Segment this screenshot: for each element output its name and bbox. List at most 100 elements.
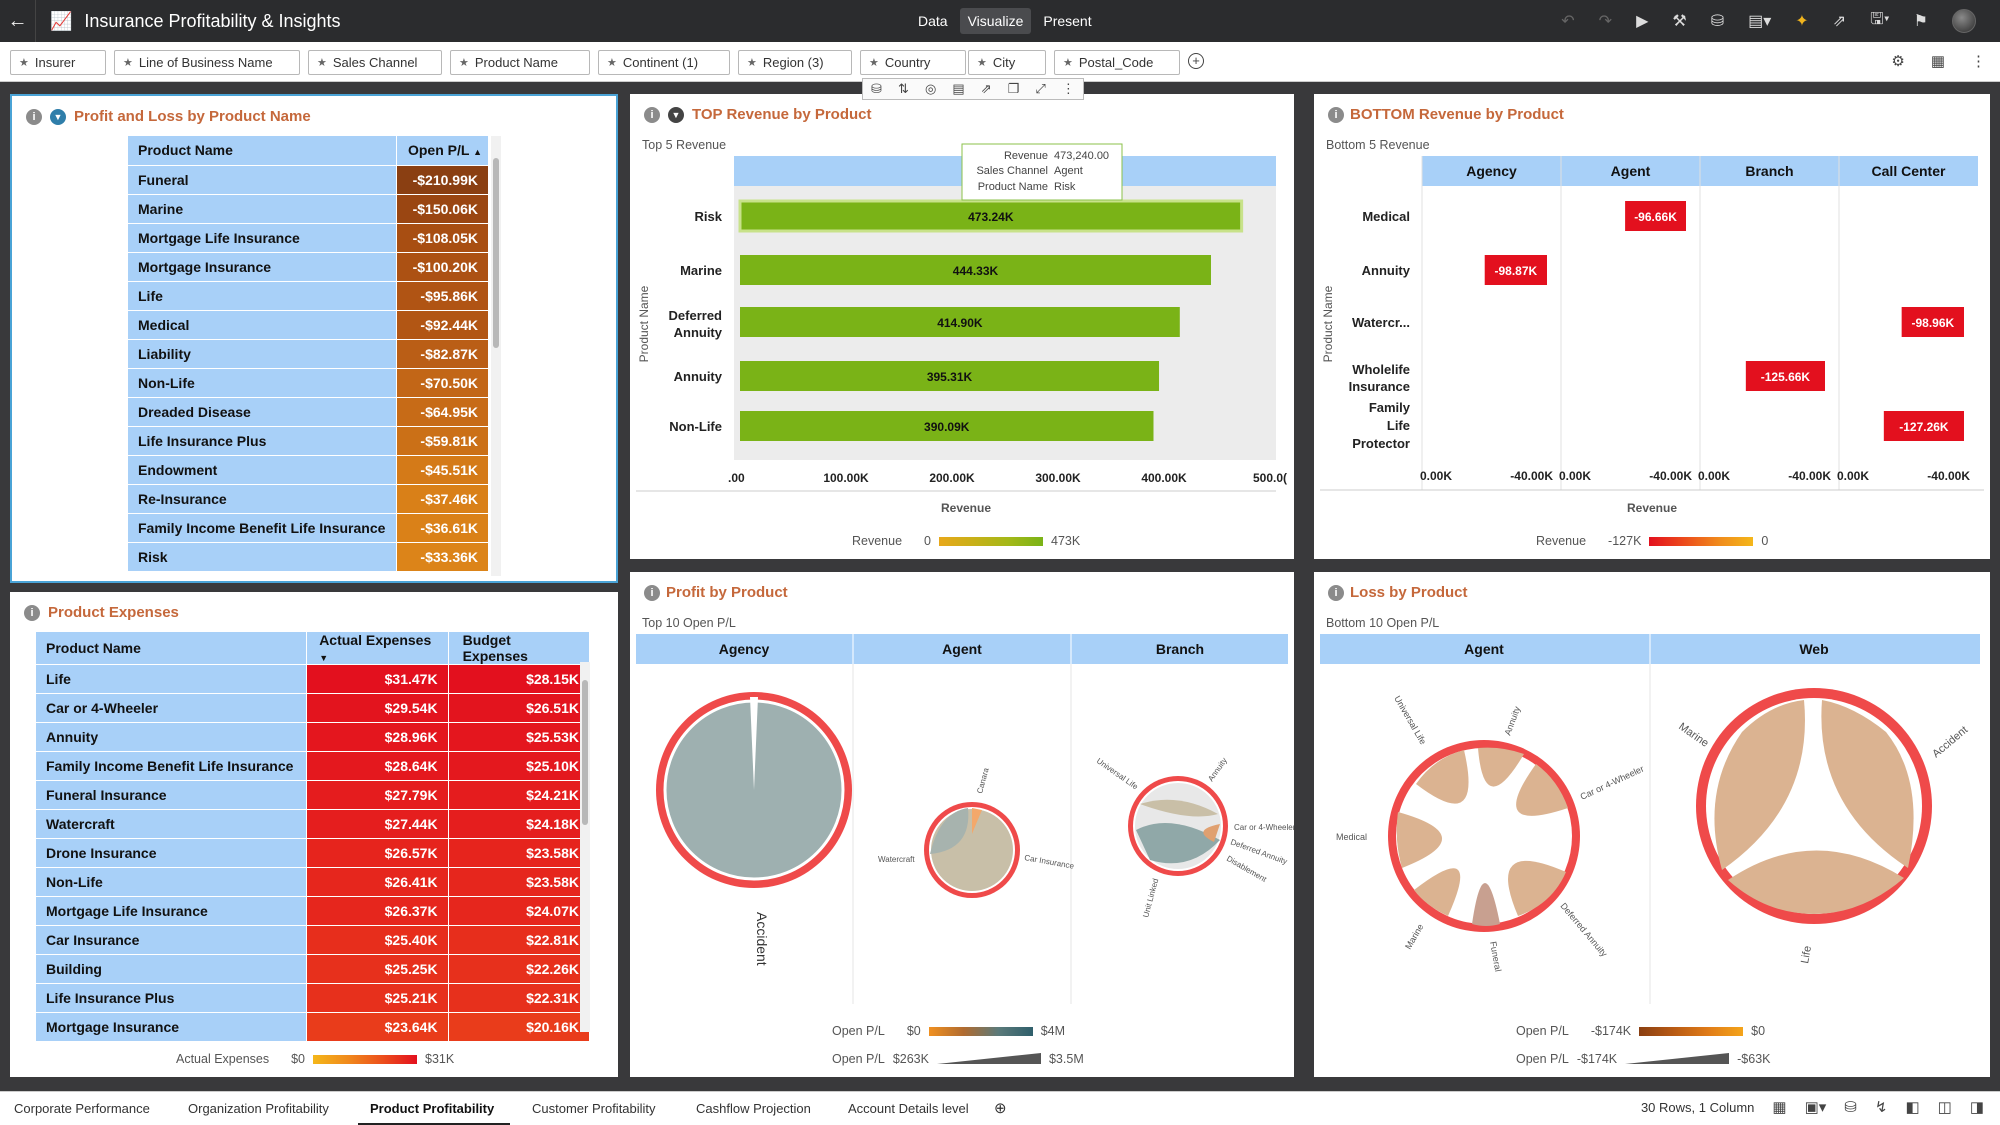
table-row[interactable]: Car Insurance $25.40K $22.81K (36, 925, 591, 955)
table-row[interactable]: Mortgage Insurance $23.64K $20.16K (36, 1012, 591, 1042)
heat-cell[interactable] (1484, 255, 1547, 285)
table-row[interactable]: Life -$95.86K (128, 281, 489, 311)
panel-middle-icon[interactable]: ◫ (1937, 1099, 1952, 1116)
table-row[interactable]: Life Insurance Plus $25.21K $22.31K (36, 983, 591, 1013)
panel-profit-by-product[interactable]: i Profit by Product Top 10 Open P/L Agen… (630, 572, 1294, 1077)
table-row[interactable]: Mortgage Insurance -$100.20K (128, 252, 489, 282)
chord-arc[interactable] (1416, 750, 1469, 804)
chord-arc[interactable] (1396, 812, 1443, 868)
filter-chip[interactable]: ★ Continent (1) (598, 50, 730, 75)
scrollbar[interactable] (580, 662, 590, 1032)
column-header-sorted[interactable]: Actual Expenses ▼ (306, 632, 449, 665)
chord-arc[interactable] (1714, 700, 1805, 870)
info-icon[interactable]: i (644, 584, 660, 601)
scrollbar-thumb[interactable] (582, 680, 588, 825)
table-row[interactable]: Re-Insurance -$37.46K (128, 484, 489, 514)
panel-left-icon[interactable]: ◧ (1905, 1099, 1920, 1116)
canvas-tab[interactable]: Corporate Performance (14, 1101, 150, 1116)
viz-chart-icon[interactable]: ▤ (952, 81, 965, 96)
filter-funnel-icon[interactable]: ▼ (50, 108, 66, 125)
pin-icon[interactable]: ★ (1063, 57, 1073, 69)
sort-up-icon[interactable]: ▲ (473, 147, 482, 158)
table-row[interactable]: Building $25.25K $22.26K (36, 954, 591, 984)
pin-icon[interactable]: ★ (607, 57, 617, 69)
info-icon[interactable]: i (26, 108, 42, 125)
panel-right-icon[interactable]: ◨ (1969, 1099, 1984, 1116)
pin-icon[interactable]: ★ (317, 57, 327, 69)
column-header[interactable]: Product Name (36, 632, 308, 665)
table-row[interactable]: Family Income Benefit Life Insurance -$36… (128, 513, 489, 543)
panel-bottom-revenue[interactable]: i BOTTOM Revenue by Product Bottom 5 Rev… (1314, 94, 1990, 559)
chord-arc[interactable] (930, 808, 969, 854)
viz-export-icon[interactable]: ⇗ (980, 81, 992, 96)
table-row[interactable]: Life Insurance Plus -$59.81K (128, 426, 489, 456)
scrollbar[interactable] (491, 136, 501, 576)
data-quality-icon[interactable]: ⛁ (1844, 1099, 1857, 1116)
viz-maximize-icon[interactable]: ⤢ (1035, 81, 1046, 96)
viz-menu-icon[interactable]: ⋮ (1061, 81, 1075, 96)
heat-cell[interactable] (1883, 411, 1964, 441)
chord-arc[interactable] (1728, 850, 1904, 914)
filter-chip[interactable]: ★ Product Name (450, 50, 590, 75)
pin-icon[interactable]: ★ (747, 57, 757, 69)
add-filter-icon[interactable]: + (1188, 53, 1204, 69)
refresh-icon[interactable]: ↯ (1874, 1099, 1888, 1116)
table-row[interactable]: Mortgage Life Insurance $26.37K $24.07K (36, 896, 591, 926)
chord-arc[interactable] (1478, 747, 1524, 787)
column-header[interactable]: Product Name (128, 136, 398, 166)
comment-icon[interactable]: ▤▾ (1748, 13, 1772, 30)
auto-insights-icon[interactable]: ✦ (1795, 13, 1809, 30)
export-icon[interactable]: ⇗ (1832, 13, 1847, 30)
more-options-icon[interactable]: ⋮ (1971, 53, 1986, 70)
mode-visualize[interactable]: Visualize (959, 8, 1032, 34)
mode-data[interactable]: Data (918, 13, 948, 29)
canvas-tab[interactable]: Account Details level (848, 1101, 969, 1116)
heat-cell[interactable] (1745, 361, 1825, 391)
panel-loss-by-product[interactable]: i Loss by Product Bottom 10 Open P/L Age… (1314, 572, 1990, 1077)
play-icon[interactable]: ▶ (1636, 13, 1649, 30)
bar[interactable] (740, 361, 1160, 391)
save-icon[interactable]: 🖫▾ (1870, 10, 1890, 28)
filter-chip[interactable]: ★ Postal_Code (1054, 50, 1180, 75)
table-row[interactable]: Watercraft $27.44K $24.18K (36, 809, 591, 839)
table-row[interactable]: Medical -$92.44K (128, 310, 489, 340)
table-row[interactable]: Dreaded Disease -$64.95K (128, 397, 489, 427)
filter-funnel-icon[interactable]: ▼ (668, 106, 684, 123)
viz-target-icon[interactable]: ◎ (924, 81, 937, 96)
table-row[interactable]: Non-Life $26.41K $23.58K (36, 867, 591, 897)
bookmark-icon[interactable]: ⚑ (1913, 13, 1928, 30)
chord-arc[interactable] (1821, 700, 1914, 868)
pin-icon[interactable]: ★ (977, 57, 987, 69)
add-canvas-icon[interactable]: ⊕ (994, 1100, 1007, 1117)
canvas-tab[interactable]: Cashflow Projection (696, 1101, 811, 1116)
canvas-tab[interactable]: Customer Profitability (532, 1101, 656, 1116)
pin-icon[interactable]: ★ (19, 57, 29, 69)
scrollbar-thumb[interactable] (493, 158, 499, 348)
column-header-sorted[interactable]: Open P/L ▲ (396, 136, 489, 166)
table-row[interactable]: Family Income Benefit Life Insurance $28.… (36, 751, 591, 781)
layout-icon[interactable]: ▣▾ (1804, 1099, 1827, 1116)
chord-arc[interactable] (1472, 883, 1500, 926)
filter-chip[interactable]: ★ Region (3) (738, 50, 852, 75)
chord-arc[interactable] (1414, 868, 1461, 916)
table-row[interactable]: Funeral -$210.99K (128, 165, 489, 195)
database-icon[interactable]: ⛁ (1710, 13, 1725, 30)
back-icon[interactable]: ← (0, 0, 36, 42)
table-row[interactable]: Marine -$150.06K (128, 194, 489, 224)
table-row[interactable]: Life $31.47K $28.15K (36, 664, 591, 694)
filter-chip[interactable]: ★ City (968, 50, 1046, 75)
chord-arc[interactable] (1508, 860, 1566, 916)
mode-present[interactable]: Present (1043, 13, 1092, 29)
chord-arc[interactable] (1516, 764, 1568, 816)
chord-arc[interactable] (972, 808, 982, 834)
pin-icon[interactable]: ★ (869, 57, 879, 69)
bar[interactable] (740, 255, 1211, 285)
viz-data-icon[interactable]: ⛁ (871, 81, 882, 96)
table-row[interactable]: Non-Life -$70.50K (128, 368, 489, 398)
viz-sort-icon[interactable]: ⇅ (898, 81, 909, 96)
bar[interactable] (740, 307, 1180, 337)
table-row[interactable]: Drone Insurance $26.57K $23.58K (36, 838, 591, 868)
sort-down-icon[interactable]: ▼ (319, 653, 329, 663)
canvas-properties-icon[interactable]: ▦ (1930, 53, 1945, 70)
canvas-tab[interactable]: Organization Profitability (188, 1101, 329, 1116)
